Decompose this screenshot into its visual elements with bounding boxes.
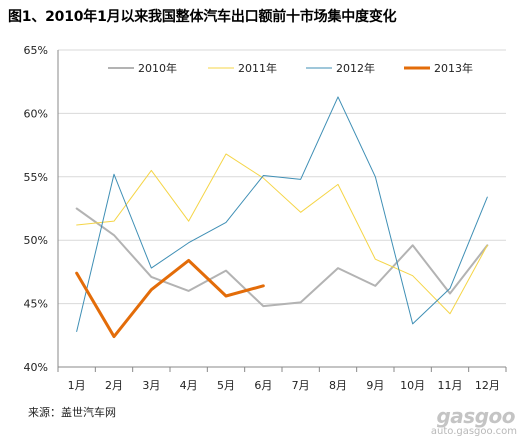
- legend-label: 2012年: [336, 61, 375, 75]
- y-tick-label: 45%: [24, 298, 48, 311]
- x-tick-label: 9月: [366, 379, 384, 392]
- x-tick-label: 3月: [142, 379, 160, 392]
- series-line-2012年: [76, 96, 488, 332]
- x-tick-label: 6月: [254, 379, 272, 392]
- x-tick-label: 12月: [475, 379, 500, 392]
- watermark-logo: gasgoo: [436, 404, 515, 428]
- chart-gridlines: [58, 49, 506, 305]
- legend-label: 2011年: [238, 61, 277, 75]
- y-tick-label: 65%: [24, 44, 48, 57]
- legend-label: 2013年: [434, 61, 473, 75]
- x-axis-ticks: 1月 2月 3月 4月 5月 6月 7月 8月 9月 10月 11月 12月: [68, 379, 500, 392]
- chart-legend: 2010年 2011年 2012年 2013年: [108, 61, 473, 75]
- watermark: gasgoo auto.gasgoo.com: [423, 404, 519, 440]
- watermark-url: auto.gasgoo.com: [430, 426, 517, 437]
- x-tick-label: 7月: [292, 379, 310, 392]
- series-line-2010年: [75, 207, 489, 308]
- series-line-2013年: [75, 258, 265, 339]
- chart-title: 图1、2010年1月以来我国整体汽车出口额前十市场集中度变化: [8, 9, 397, 25]
- chart-axes: [57, 50, 507, 372]
- chart-series: [75, 96, 489, 339]
- x-tick-label: 10月: [400, 379, 425, 392]
- y-tick-label: 55%: [24, 171, 48, 184]
- x-tick-label: 8月: [329, 379, 347, 392]
- y-axis-ticks: 40% 45% 50% 55% 60% 65%: [24, 44, 48, 374]
- legend-label: 2010年: [138, 61, 177, 75]
- y-tick-label: 40%: [24, 361, 48, 374]
- x-tick-label: 2月: [105, 379, 123, 392]
- source-note: 来源：盖世汽车网: [28, 406, 116, 419]
- x-tick-label: 4月: [180, 379, 198, 392]
- x-tick-label: 5月: [217, 379, 235, 392]
- y-tick-label: 50%: [24, 234, 48, 247]
- y-tick-label: 60%: [24, 107, 48, 120]
- series-line-2011年: [76, 153, 488, 315]
- x-tick-label: 1月: [68, 379, 86, 392]
- x-tick-label: 11月: [438, 379, 463, 392]
